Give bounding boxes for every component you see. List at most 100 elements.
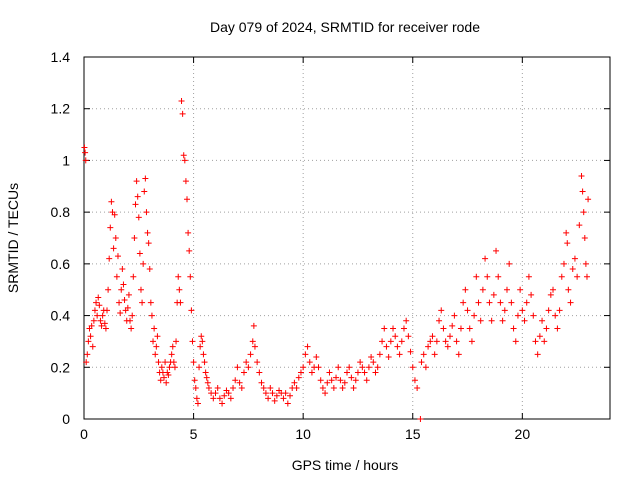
data-point: [114, 253, 121, 260]
data-point: [102, 325, 109, 332]
data-point: [165, 372, 172, 379]
data-point: [583, 273, 590, 280]
data-point: [87, 333, 94, 340]
data-point: [319, 384, 326, 391]
data-point: [210, 395, 217, 402]
data-point: [118, 286, 125, 293]
data-point: [438, 307, 445, 314]
data-point: [436, 317, 443, 324]
data-point: [508, 299, 515, 306]
data-point: [236, 379, 243, 386]
data-point: [101, 320, 108, 327]
data-point: [282, 390, 289, 397]
data-point: [127, 317, 134, 324]
data-point: [214, 384, 221, 391]
data-point: [541, 338, 548, 345]
data-point: [180, 152, 187, 159]
data-point: [405, 333, 412, 340]
data-point: [565, 286, 572, 293]
data-point: [107, 224, 114, 231]
data-point: [146, 266, 153, 273]
data-point: [144, 229, 151, 236]
data-point: [186, 247, 193, 254]
y-tick-label: 0.8: [51, 204, 71, 220]
data-point: [142, 175, 149, 182]
chart-title: Day 079 of 2024, SRMTID for receiver rod…: [210, 19, 480, 35]
data-point: [273, 392, 280, 399]
data-point: [205, 384, 212, 391]
data-point: [179, 110, 186, 117]
data-point: [200, 351, 207, 358]
data-point: [350, 384, 357, 391]
data-point: [201, 359, 208, 366]
data-point: [250, 322, 257, 329]
data-point: [245, 364, 252, 371]
data-point: [90, 317, 97, 324]
data-point: [98, 322, 105, 329]
data-point: [365, 364, 372, 371]
y-tick-label: 0: [62, 411, 70, 427]
data-point: [267, 384, 274, 391]
data-point: [185, 229, 192, 236]
data-point: [197, 343, 204, 350]
data-point: [414, 384, 421, 391]
data-point: [155, 359, 162, 366]
data-point: [119, 266, 126, 273]
y-tick-label: 1.2: [51, 101, 71, 117]
data-point: [150, 338, 157, 345]
data-point: [427, 338, 434, 345]
data-point: [447, 333, 454, 340]
data-point: [97, 317, 104, 324]
data-point: [363, 377, 370, 384]
data-point: [162, 359, 169, 366]
data-point: [84, 351, 91, 358]
data-point: [392, 333, 399, 340]
data-point: [249, 338, 256, 345]
data-point: [271, 397, 278, 404]
data-point: [194, 400, 201, 407]
data-point: [317, 377, 324, 384]
y-tick-label: 0.6: [51, 256, 71, 272]
data-point: [471, 312, 478, 319]
data-point: [581, 235, 588, 241]
data-point: [260, 384, 267, 391]
data-points: [81, 97, 592, 422]
data-point: [359, 364, 366, 371]
data-point: [152, 351, 159, 358]
data-point: [112, 235, 119, 241]
data-point: [394, 343, 401, 350]
data-point: [339, 384, 346, 391]
data-point: [346, 364, 353, 371]
data-point: [324, 379, 331, 386]
y-axis-label: SRMTID / TECUs: [5, 183, 21, 293]
data-point: [407, 348, 414, 355]
data-point: [578, 172, 585, 179]
data-point: [455, 351, 462, 358]
data-point: [552, 312, 559, 319]
data-point: [284, 400, 291, 407]
data-point: [354, 369, 361, 376]
data-point: [83, 359, 90, 366]
data-point: [202, 369, 209, 376]
data-point: [563, 229, 570, 236]
data-point: [168, 351, 175, 358]
data-point: [240, 369, 247, 376]
data-point: [135, 214, 142, 221]
data-point: [95, 294, 102, 301]
x-tick-label: 0: [80, 426, 88, 442]
data-point: [137, 286, 144, 293]
data-point: [192, 384, 199, 391]
data-point: [193, 395, 200, 402]
data-point: [348, 374, 355, 381]
data-point: [287, 392, 294, 399]
data-point: [420, 351, 427, 358]
data-point: [477, 317, 484, 324]
data-point: [482, 255, 489, 262]
data-point: [503, 286, 510, 293]
data-point: [173, 338, 180, 345]
data-point: [550, 286, 557, 293]
data-point: [265, 395, 272, 402]
data-point: [501, 307, 508, 314]
data-point: [398, 338, 405, 345]
data-point: [293, 384, 300, 391]
